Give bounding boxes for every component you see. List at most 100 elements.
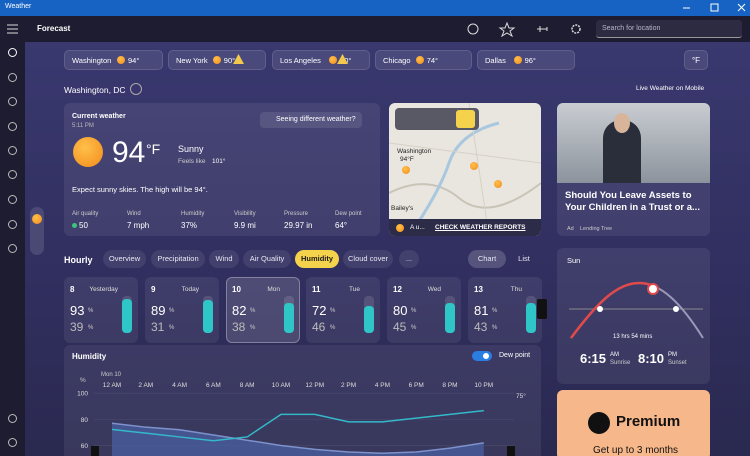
humidity-area [112,423,484,456]
nav-icon-shape[interactable] [8,195,17,204]
menu-button[interactable] [7,24,19,34]
alert-triangle [337,54,348,64]
tab[interactable]: Wind [209,250,239,268]
chart-scroll-right[interactable] [507,446,515,456]
nav-icon-shape[interactable] [8,48,17,57]
map-place: Bailey's [391,205,414,212]
x-tick-label: 12 AM [103,382,121,389]
nav-icon[interactable] [7,169,18,180]
nav-icon[interactable] [7,145,18,156]
city-name: New York [176,56,208,65]
percent-sign: % [411,325,417,331]
humidity-chart: 12 AM 2 AM 4 AM 6 AM 8 AM 10 AM 12 PM 2 PM 4 PM 6… [77,382,526,456]
nav-icon-shape[interactable] [8,73,17,82]
nav-icon-shape[interactable] [8,438,17,447]
close[interactable] [737,3,746,12]
map-link[interactable]: CHECK WEATHER REPORTS [435,224,526,231]
percent-sign: % [169,325,175,331]
city-chip[interactable] [477,50,575,70]
day-high: 81 [474,303,489,318]
nav-icon-shape[interactable] [8,414,17,423]
sunrise: 6:15 [580,351,607,366]
day-high: 93 [70,303,85,318]
feels-like-label: Feels like [178,158,206,165]
day-high: 89 [151,303,166,318]
search-placeholder: Search for location [602,25,661,32]
nav-icon-shape[interactable] [8,97,17,106]
city-temp: 94° [128,56,140,65]
unit-toggle[interactable]: °F [684,50,708,70]
view-list[interactable]: List [518,254,530,263]
nav-icon[interactable] [7,121,18,132]
map-tool-active[interactable] [456,110,475,128]
date-label: Mon 10 [101,372,122,378]
nav-icon[interactable] [7,413,18,424]
nav-icon[interactable] [7,72,18,83]
sunset: 8:10 [638,351,665,366]
feels-like: 101° [212,158,226,165]
day-date: 11 [312,285,321,294]
feedback-button[interactable]: Seeing different weather? [260,112,362,128]
nav-icon-shape[interactable] [8,244,17,253]
sun-icon [117,56,125,64]
current-card [64,103,380,236]
mobile-link[interactable]: Live Weather on Mobile [636,85,705,92]
premium-brand: Premium [616,413,681,430]
view-chart[interactable]: Chart [468,250,506,268]
toggle-knob [483,353,489,359]
x-tick-label: 12 PM [305,382,324,389]
settings-icon[interactable] [571,24,581,34]
percent-sign: % [88,308,94,314]
nav-icon-shape[interactable] [8,122,17,131]
tab[interactable]: Overview [103,250,146,268]
nav-icon-shape[interactable] [8,146,17,155]
home-button[interactable] [130,83,142,95]
day-date: 9 [151,285,156,294]
aqi-dot [72,223,77,228]
header-icons[interactable] [465,21,585,37]
sun-icon [212,56,221,64]
maximize[interactable] [710,3,719,12]
humidity-bar [284,302,294,333]
day-high: 80 [393,303,408,318]
search-box[interactable] [596,20,742,38]
stat-value: 64° [335,221,348,230]
nav-icon[interactable] [7,243,18,254]
current-time: 5:11 PM [72,123,94,129]
spotify-logo [588,412,610,434]
nav-icon-shape[interactable] [8,170,17,179]
pin-icon[interactable] [537,26,548,32]
stat-label: Wind [127,211,141,217]
scroll-right[interactable] [537,299,547,319]
premium-offer: Get up to 3 months [593,445,679,456]
refresh-icon[interactable] [467,23,479,35]
humidity-bar [203,300,213,333]
menu-icon[interactable] [7,24,18,34]
nav-icon-shape[interactable] [8,220,17,229]
nav-icon[interactable] [7,219,18,230]
city-chip[interactable] [272,50,370,70]
tab[interactable]: Air Quality [243,250,291,268]
nav-icon[interactable] [7,47,18,58]
tab[interactable]: Humidity [295,250,339,268]
percent-sign: % [411,308,417,314]
sunrise-label: Sunrise [610,360,631,366]
tab[interactable]: Precipitation [151,250,205,268]
x-tick-label: 6 AM [206,382,221,389]
nav-icon[interactable] [7,194,18,205]
tab[interactable]: ... [399,250,419,268]
city-chip[interactable] [64,50,163,70]
nav-icon[interactable] [7,96,18,107]
chart-scroll-left[interactable] [91,446,99,456]
stat-value: 37% [181,221,198,230]
favorite-icon[interactable] [498,21,516,37]
day-label: Mon [267,286,280,293]
stat-value: 9.9 mi [234,221,256,230]
dew-toggle[interactable] [472,351,492,361]
tab[interactable]: Cloud cover [343,250,393,268]
road [389,182,541,209]
percent-sign: % [330,325,336,331]
stat-label: Visibility [234,211,256,217]
nav-icon[interactable] [7,437,18,448]
